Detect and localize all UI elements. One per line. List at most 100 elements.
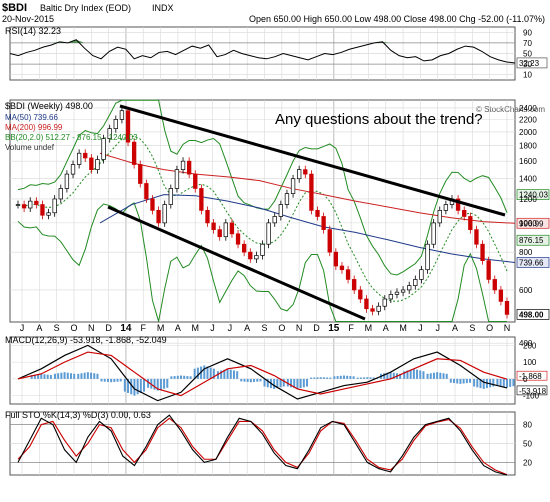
candle-down [205, 210, 210, 224]
macd-histogram-bar [306, 378, 309, 387]
x-tick-label: J [20, 323, 25, 333]
header-symbol: $BDI [2, 2, 27, 14]
candle-down [339, 265, 345, 271]
candle-up [28, 200, 33, 209]
rsi-tick-label: 50 [523, 50, 532, 59]
macd-histogram-bar [163, 378, 166, 389]
candle-up [425, 243, 430, 271]
macd-histogram-bar [100, 378, 103, 382]
rsi-line [9, 39, 516, 64]
macd-histogram-bar [153, 378, 156, 390]
macd-histogram-bar [236, 371, 239, 379]
x-tick-label: O [278, 323, 285, 333]
x-tick-label: A [452, 323, 458, 333]
x-tick-label: A [36, 323, 42, 333]
macd-histogram-bar [119, 378, 122, 382]
macd-histogram-bar [462, 378, 465, 384]
macd-histogram-bar [139, 378, 142, 393]
macd-histogram-bar [449, 378, 452, 383]
macd-histogram-bar [232, 370, 235, 379]
macd-histogram-bar [386, 372, 389, 379]
candle-up [376, 305, 381, 312]
macd-tick-label: 200 [523, 341, 537, 350]
candle-up [260, 243, 265, 256]
macd-histogram-bar [276, 378, 279, 389]
macd-histogram-bar [193, 368, 196, 379]
macd-histogram-bar [60, 372, 63, 379]
macd-histogram-bar [453, 378, 456, 384]
price-tick-label: 1200 [519, 195, 537, 204]
candle-up [400, 289, 406, 293]
candle-down [455, 198, 461, 211]
x-tick-label: N [504, 323, 511, 333]
candle-up [290, 178, 296, 194]
macd-histogram-bar [93, 373, 96, 379]
macd-histogram-bar [499, 378, 502, 387]
price-label: 996.99 [519, 219, 544, 228]
macd-histogram-bar [286, 378, 289, 387]
macd-histogram-bar [476, 378, 479, 388]
macd-histogram-bar [147, 378, 150, 388]
macd-histogram-bar [180, 375, 182, 379]
macd-histogram-bar [496, 378, 499, 386]
macd-histogram-bar [243, 378, 246, 382]
x-tick-label: M [399, 323, 407, 333]
macd-histogram-bar [293, 378, 296, 389]
candle-up [101, 138, 106, 160]
macd-histogram-bar [33, 374, 36, 379]
macd-histogram-bar [326, 377, 329, 379]
rsi-tick-label: 10 [523, 71, 532, 80]
candle-down [498, 289, 504, 302]
sto-tick-label: 20 [523, 458, 532, 467]
candle-up [52, 198, 57, 214]
macd-histogram-bar [240, 378, 243, 382]
candle-down [235, 233, 241, 245]
candle-down [492, 279, 497, 291]
x-tick-label: 15 [328, 323, 340, 334]
macd-histogram-bar [322, 377, 325, 379]
x-tick-label: N [88, 323, 95, 333]
candle-up [46, 212, 51, 216]
price-tick-label: 1000 [519, 219, 537, 228]
candle-down [229, 222, 235, 235]
macd-histogram-bar [346, 375, 349, 379]
macd-value-label: -1.868 [519, 372, 542, 381]
x-tick-label: A [175, 323, 181, 333]
macd-histogram-bar [73, 373, 76, 379]
candle-up [443, 204, 449, 211]
macd-histogram-bar [352, 376, 355, 379]
macd-histogram-bar [110, 378, 113, 383]
macd-histogram-bar [296, 378, 299, 389]
macd-histogram-bar [492, 378, 495, 387]
macd-histogram-bar [356, 377, 359, 379]
candle-up [107, 128, 112, 139]
lower-trendline [107, 205, 366, 321]
macd-histogram-bar [512, 378, 515, 387]
macd-histogram-bar [130, 378, 133, 395]
macd-histogram-bar [456, 378, 459, 384]
candle-up [58, 188, 63, 200]
macd-histogram-bar [136, 378, 139, 395]
legend-price: $BDI (Weekly) 498.00 [5, 101, 93, 111]
macd-histogram-bar [416, 369, 419, 379]
macd-histogram-bar [369, 377, 372, 379]
candle-up [394, 291, 400, 295]
candle-up [297, 169, 302, 180]
macd-signal-line [17, 351, 508, 397]
candle-down [315, 210, 320, 217]
macd-histogram-bar [302, 378, 305, 388]
macd-histogram-bar [127, 378, 130, 393]
macd-histogram-bar [372, 377, 375, 379]
candle-down [199, 188, 204, 211]
macd-histogram-bar [489, 378, 492, 388]
macd-histogram-bar [66, 372, 69, 379]
candle-down [327, 229, 332, 253]
macd-histogram-bar [349, 376, 352, 379]
macd-histogram-bar [159, 378, 162, 390]
candle-up [223, 222, 228, 238]
candle-down [480, 243, 485, 262]
candle-up [15, 204, 21, 206]
macd-histogram-bar [156, 378, 159, 391]
